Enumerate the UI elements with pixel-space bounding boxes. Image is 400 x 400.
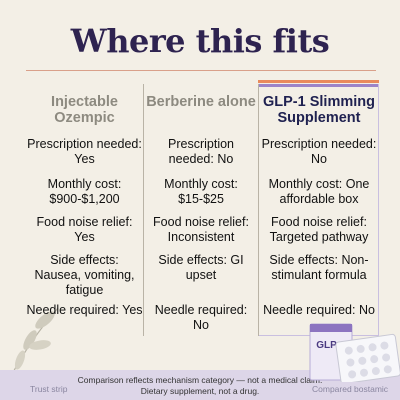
table-cell: Side effects: Nausea, vomiting, fatigue <box>34 253 135 297</box>
corner-label: Compared bostamic <box>312 384 389 394</box>
table-cell: Prescription needed: Yes <box>27 137 142 166</box>
column-header: Berberine alone <box>146 94 256 110</box>
product-image: GLP-1 <box>309 323 400 382</box>
table-cell: Needle required: Yes <box>26 303 143 317</box>
highlight-bar <box>258 84 379 87</box>
table-cell: Food noise relief: Yes <box>36 215 133 244</box>
table-cell: Monthly cost: $15-$25 <box>164 177 238 206</box>
table-cell: Food noise relief: Targeted pathway <box>269 215 369 244</box>
table-cell: Prescription needed: No <box>168 137 234 166</box>
table-cell: Monthly cost: $900-$1,200 <box>47 177 122 206</box>
corner-label: Trust strip <box>30 384 68 394</box>
table-cell: Monthly cost: One affordable box <box>268 177 370 206</box>
column-divider <box>143 84 144 336</box>
table-cell: Food noise relief: Inconsistent <box>153 215 249 244</box>
table-cell: Needle required: No <box>263 303 375 317</box>
table-cell: Side effects: Non-stimulant formula <box>269 253 369 282</box>
table-cell: Needle required: No <box>154 303 248 332</box>
title-rule <box>26 70 376 71</box>
column-divider <box>258 84 259 336</box>
footer-line: Comparison reflects mechanism category —… <box>77 375 323 385</box>
column-header: Injectable Ozempic <box>51 94 118 126</box>
highlight-bar <box>258 80 379 83</box>
table-cell: Prescription needed: No <box>261 137 377 166</box>
table-cell: Side effects: GI upset <box>158 253 244 282</box>
product-label: GLP-1 <box>316 340 346 351</box>
leaf-decoration <box>9 307 59 379</box>
column-header: GLP-1 Slimming Supplement <box>263 94 375 126</box>
title: Where this fits <box>70 22 330 60</box>
footer-line: Dietary supplement, not a drug. <box>140 386 260 396</box>
